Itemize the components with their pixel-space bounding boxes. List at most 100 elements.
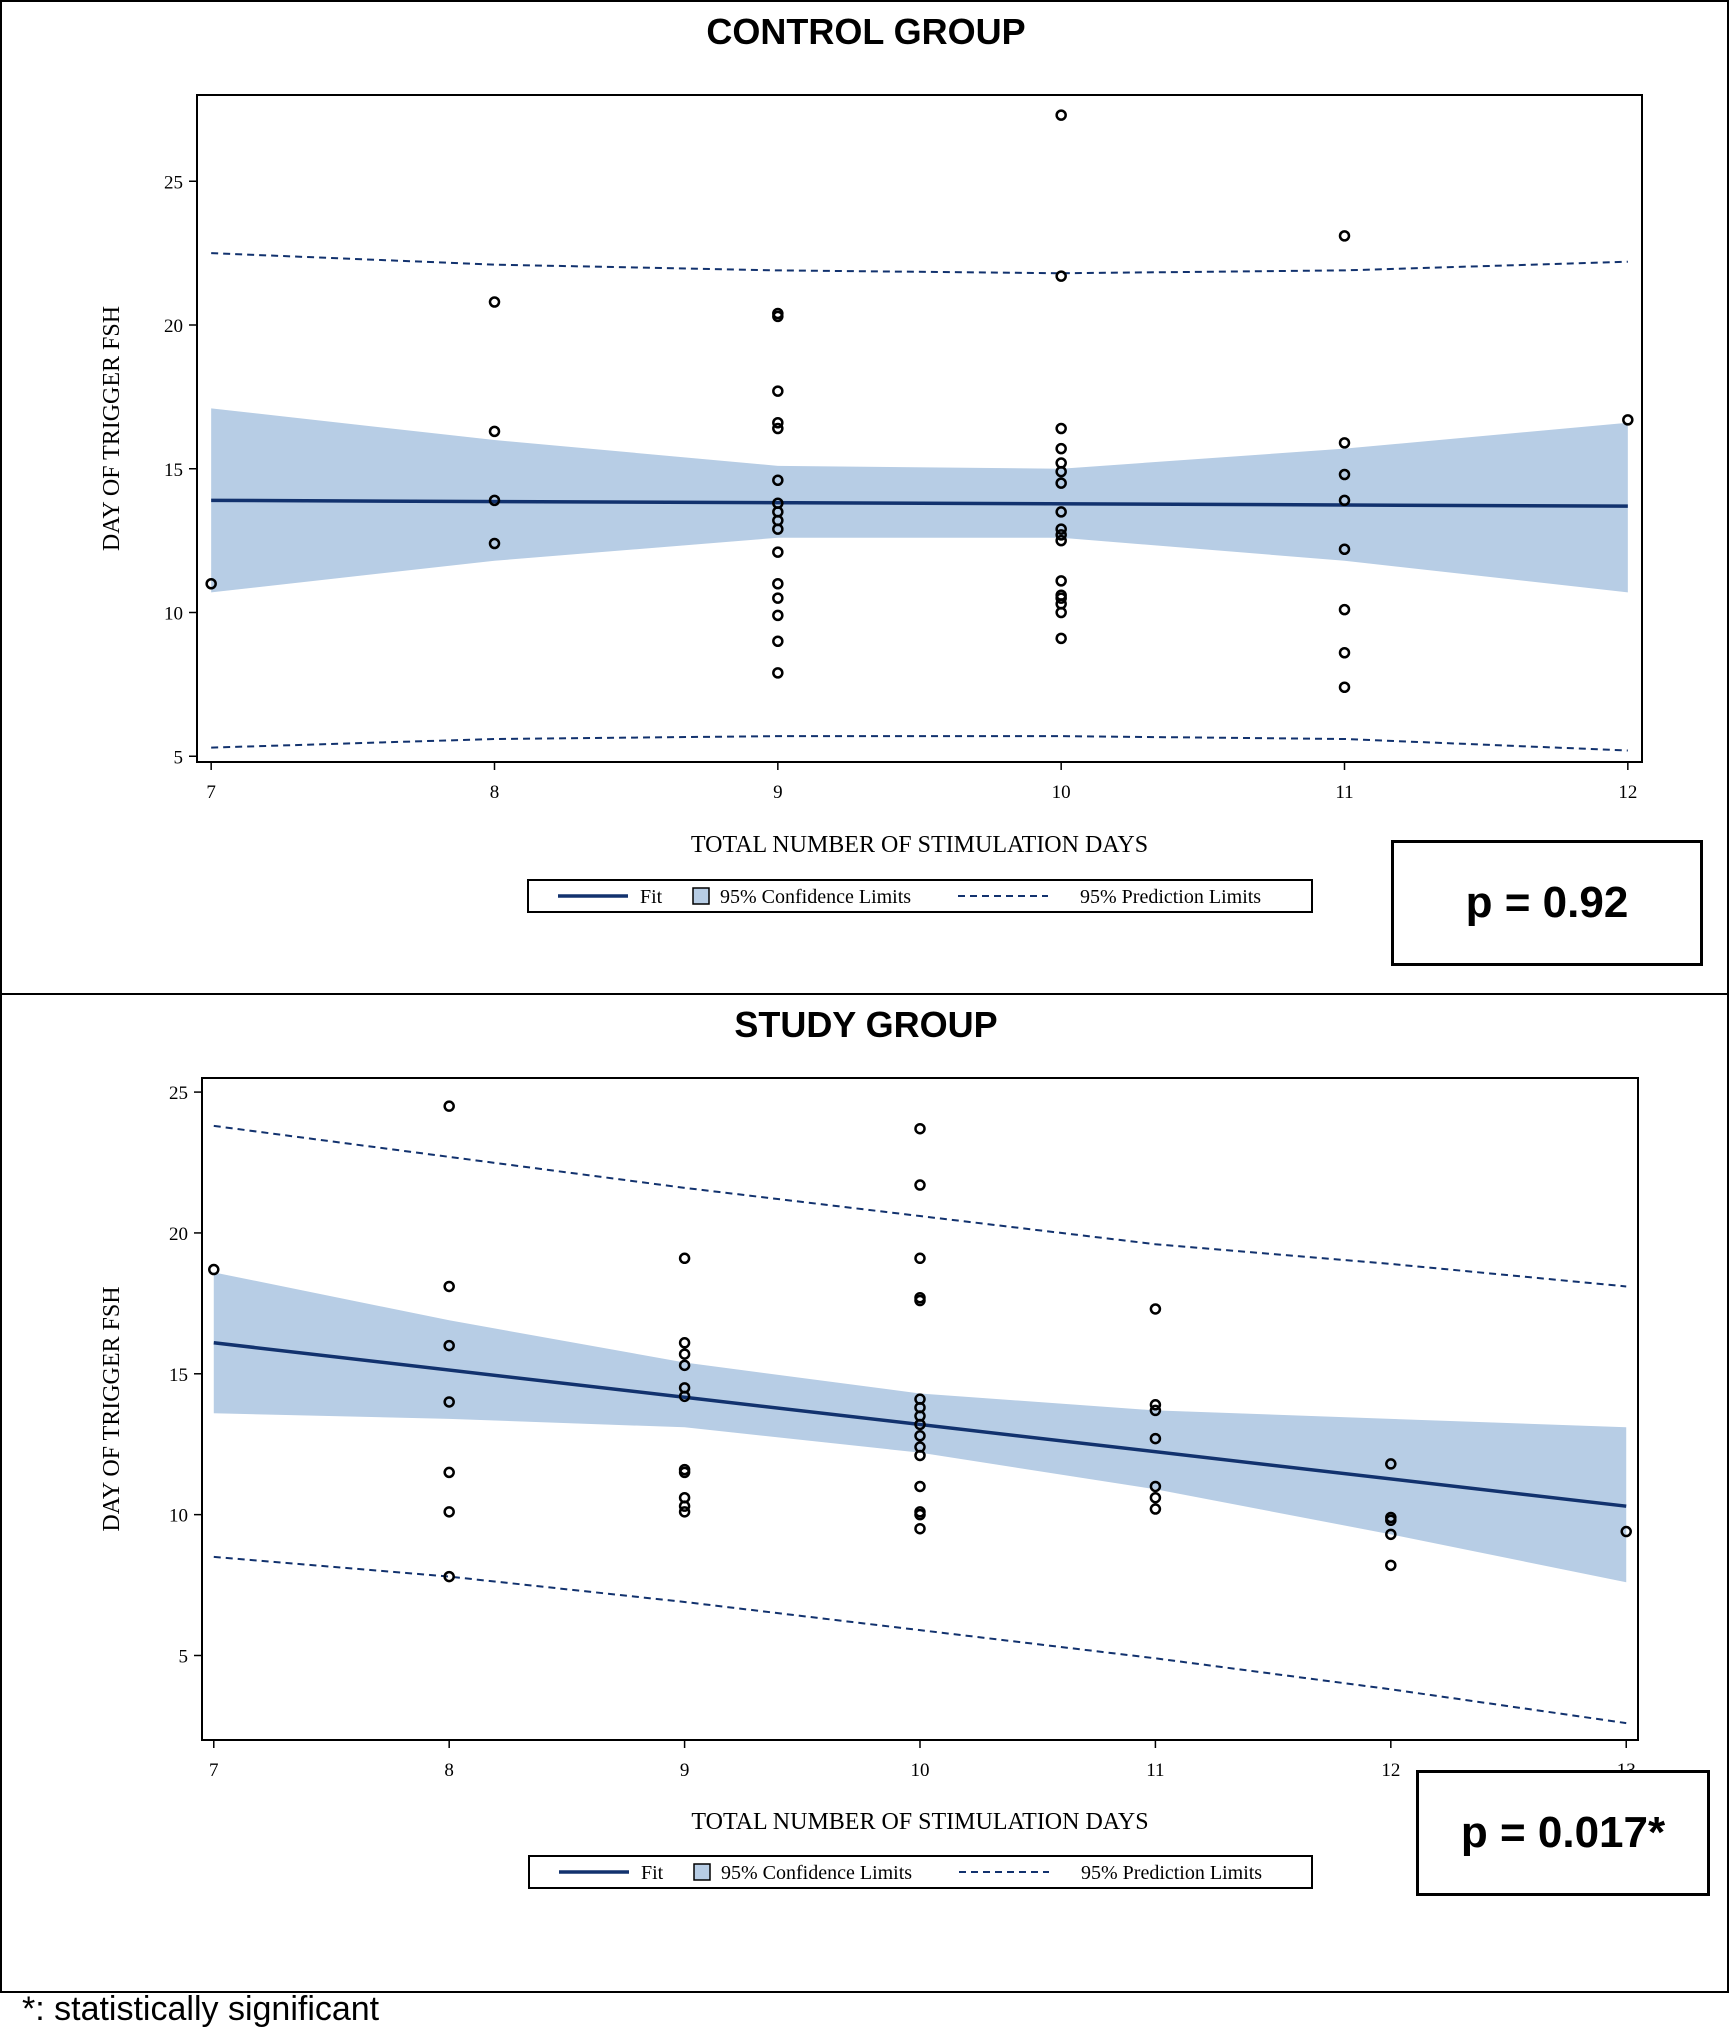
data-point: [678, 1500, 691, 1512]
data-point: [1055, 270, 1067, 282]
data-point: [772, 385, 784, 397]
data-point: [1149, 1404, 1162, 1417]
y-tick-label: 10: [169, 1506, 188, 1527]
data-point: [772, 422, 784, 435]
control-group-chart: CONTROL GROUP 7 8 9 10 11 12 5 10 15 20 25 TOTAL NUM…: [99, 11, 1643, 913]
legend-prediction-label: 95% Prediction Limits: [1081, 1862, 1262, 1884]
study-group-panel: STUDY GROUP78910111213510152025TOTAL NUM…: [0, 993, 1729, 1993]
x-tick-label: 11: [1146, 1760, 1164, 1781]
legend-fit-label: Fit: [640, 886, 663, 908]
data-point: [205, 578, 217, 590]
y-tick-label: 5: [179, 1646, 189, 1667]
data-point: [772, 578, 784, 590]
legend-confidence-swatch: [692, 887, 710, 905]
confidence-band: [211, 408, 1628, 593]
y-tick-label: 25: [164, 172, 183, 193]
data-point: [914, 1294, 926, 1307]
data-point: [678, 1466, 691, 1479]
prediction-limit-lower: [211, 735, 1628, 752]
data-point: [1338, 543, 1351, 555]
x-tick-label: 7: [209, 1760, 219, 1781]
control-p-value-box: p = 0.92: [1391, 840, 1703, 966]
legend: Fit 95% Confidence Limits 95% Prediction L…: [528, 1855, 1313, 1889]
data-point: [1338, 647, 1351, 659]
data-point: [914, 1449, 926, 1462]
data-point: [443, 1396, 455, 1408]
data-point: [1338, 437, 1351, 449]
data-point: [1055, 606, 1067, 619]
data-point: [1055, 529, 1067, 541]
confidence-band: [213, 1272, 1627, 1583]
x-tick-label: 9: [773, 782, 783, 803]
data-point: [488, 296, 501, 308]
data-point: [1338, 681, 1351, 693]
study-p-value: p = 0.017*: [1460, 1808, 1666, 1857]
data-point: [678, 1348, 691, 1360]
legend-confidence-swatch: [693, 1863, 711, 1881]
x-tick-label: 7: [206, 782, 216, 803]
legend-confidence-label: 95% Confidence Limits: [720, 886, 911, 908]
data-point: [208, 1263, 220, 1276]
data-point: [678, 1390, 691, 1403]
x-tick-label: 10: [1052, 782, 1071, 803]
y-tick-label: 20: [164, 316, 183, 337]
data-point: [443, 1280, 455, 1293]
y-tick-label: 20: [169, 1224, 188, 1245]
fit-line: [211, 498, 1628, 508]
data-point: [1385, 1528, 1397, 1541]
data-point: [914, 1430, 926, 1442]
data-point: [1055, 523, 1067, 535]
data-point: [443, 1506, 455, 1518]
data-point: [914, 1418, 926, 1431]
data-point: [1055, 465, 1067, 478]
data-point: [914, 1508, 926, 1521]
data-point: [1338, 468, 1351, 481]
data-point: [1338, 230, 1351, 242]
x-tick-label: 10: [911, 1760, 930, 1781]
data-point: [1149, 1503, 1162, 1515]
control-group-panel: CONTROL GROUP 7 8 9 10 11 12 5 10 15 20 25 TOTAL NUM…: [0, 0, 1729, 995]
data-point: [772, 609, 784, 622]
data-point: [1620, 1525, 1632, 1538]
study-group-chart: STUDY GROUP78910111213510152025TOTAL NUM…: [99, 1004, 1639, 1889]
prediction-limit-upper: [213, 1124, 1627, 1288]
y-tick-label: 15: [169, 1365, 188, 1386]
data-point: [1338, 603, 1351, 616]
x-tick-label: 8: [444, 1760, 454, 1781]
data-point: [488, 537, 501, 550]
data-point: [678, 1337, 691, 1349]
plot-frame: [196, 94, 1643, 763]
x-tick-label: 11: [1335, 782, 1353, 803]
data-point: [772, 667, 784, 679]
y-tick-label: 25: [169, 1083, 188, 1104]
x-tick-label: 12: [1381, 1760, 1400, 1781]
data-point: [914, 1252, 926, 1265]
x-tick-label: 8: [490, 782, 500, 803]
data-point: [1055, 575, 1067, 587]
data-point: [772, 417, 784, 429]
data-point: [772, 523, 784, 535]
data-point: [443, 1570, 455, 1583]
data-point: [678, 1506, 691, 1518]
y-axis-label: DAY OF TRIGGER FSH: [99, 1286, 125, 1531]
data-point: [1055, 506, 1067, 518]
data-point: [1055, 442, 1067, 455]
data-point: [772, 310, 784, 323]
data-point: [1149, 1432, 1162, 1445]
data-point: [488, 494, 501, 507]
data-point: [1385, 1514, 1397, 1527]
data-point: [772, 592, 784, 604]
data-point: [1149, 1480, 1162, 1493]
data-point: [1338, 494, 1351, 507]
data-point: [1055, 422, 1067, 435]
data-point: [1055, 109, 1067, 121]
legend-fit-label: Fit: [641, 1862, 664, 1884]
data-point: [772, 474, 784, 486]
legend: Fit 95% Confidence Limits 95% Prediction L…: [527, 879, 1313, 913]
data-point: [443, 1339, 455, 1352]
chart-title: STUDY GROUP: [734, 1004, 997, 1045]
legend-box: [527, 879, 1313, 913]
data-point: [1149, 1303, 1162, 1315]
y-tick-label: 10: [164, 604, 183, 625]
x-axis-label: TOTAL NUMBER OF STIMULATION DAYS: [691, 832, 1148, 858]
